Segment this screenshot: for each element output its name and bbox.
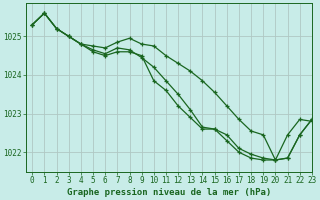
X-axis label: Graphe pression niveau de la mer (hPa): Graphe pression niveau de la mer (hPa) bbox=[67, 188, 271, 197]
